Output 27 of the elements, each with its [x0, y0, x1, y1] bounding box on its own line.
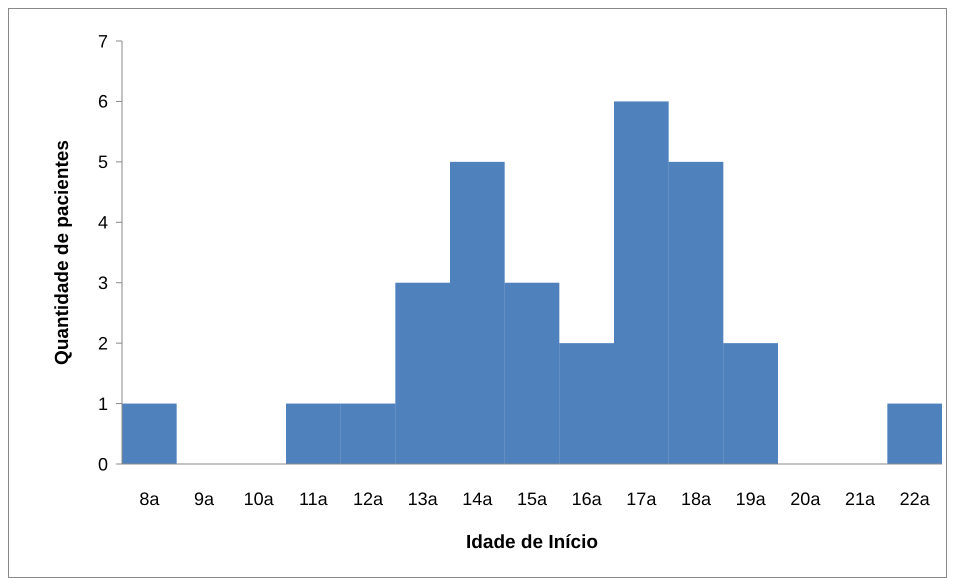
y-tick-label: 5: [98, 152, 108, 172]
x-tick-label: 10a: [244, 489, 275, 509]
y-tick-label: 4: [98, 212, 108, 233]
x-tick-label: 15a: [516, 489, 548, 509]
x-tick-label: 11a: [298, 489, 329, 509]
x-tick-label: 21a: [844, 489, 876, 509]
x-tick-label: 16a: [572, 489, 603, 509]
x-tick-label: 22a: [900, 489, 931, 509]
x-tick-label: 8a: [139, 489, 160, 509]
bar: [887, 404, 942, 464]
x-tick-label: 18a: [680, 489, 712, 509]
y-tick-label: 0: [98, 454, 108, 474]
x-axis-title: Idade de Início: [466, 532, 598, 553]
x-tick-label: 9a: [194, 489, 215, 509]
x-tick-label: 20a: [790, 489, 822, 509]
y-tick-label: 2: [98, 333, 108, 354]
x-tick-label: 12a: [352, 489, 384, 509]
x-tick-label: 19a: [736, 489, 767, 509]
y-tick-label: 6: [98, 92, 108, 112]
bar: [122, 404, 177, 464]
x-tick-label: 13a: [408, 489, 439, 509]
x-tick-label: 17a: [626, 489, 658, 509]
y-tick-label: 1: [98, 394, 108, 414]
x-tick-label: 14a: [462, 489, 494, 509]
y-tick-label: 7: [98, 31, 108, 52]
y-tick-label: 3: [98, 273, 108, 294]
y-axis-title: Quantidade de pacientes: [52, 140, 73, 365]
